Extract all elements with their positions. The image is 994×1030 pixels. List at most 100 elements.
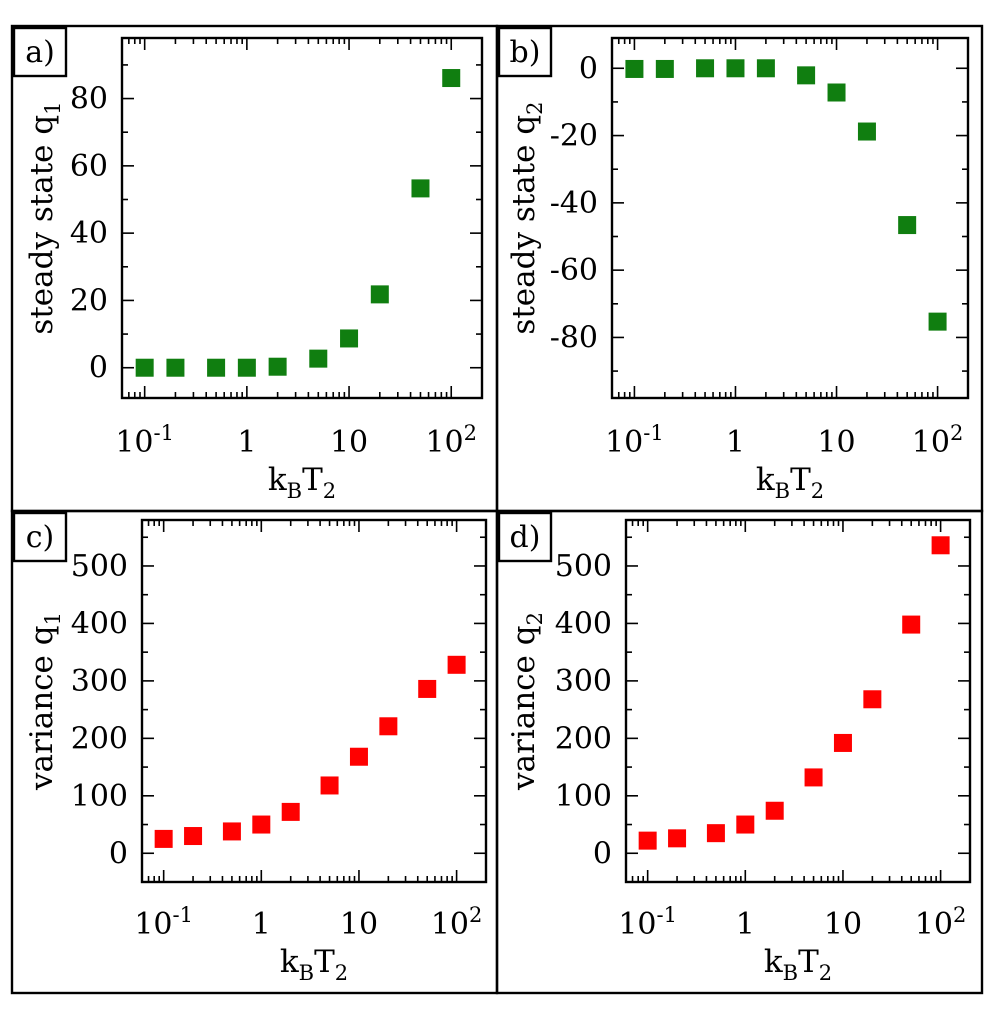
y-tick-label: 300: [71, 664, 128, 699]
y-axis-label-c: variance q1: [24, 612, 65, 791]
data-point-d-2: [706, 824, 725, 843]
panel-label-box-d: [497, 511, 553, 563]
y-tick-label: 500: [555, 549, 612, 584]
panel-c: 0 100 200 300 400 500 10-1 1 10 102 variance q1 kBT…: [12, 511, 488, 985]
plot-area-c: [140, 518, 488, 884]
x-tick-label: 10-1: [618, 903, 677, 942]
x-tick-label: 10: [824, 907, 862, 942]
data-point-b-2: [696, 59, 715, 78]
x-tick-label: 1: [726, 425, 745, 460]
data-point-b-8: [898, 216, 917, 235]
y-tick-label: 0: [89, 351, 108, 386]
y-tick-label: 400: [555, 606, 612, 641]
y-tick-label: 0: [109, 836, 128, 871]
y-tick-label: 0: [593, 836, 612, 871]
y-axis-label-b: steady state q2: [506, 101, 547, 334]
data-point-d-4: [765, 801, 784, 820]
x-tick-label: 102: [915, 903, 967, 942]
panel-label-box-c: [12, 511, 68, 563]
panel-label-box-a: [12, 26, 68, 78]
x-axis-label-c: kBT2: [280, 944, 348, 985]
data-point-c-2: [222, 822, 241, 841]
data-point-c-1: [184, 827, 203, 846]
y-tick-label: -80: [550, 320, 598, 355]
panel-d: 0 100 200 300 400 500 10-1 1 10 102 variance q2 kBT…: [497, 511, 972, 985]
y-tick-label: 300: [555, 664, 612, 699]
data-point-a-1: [166, 358, 185, 377]
y-tick-label: 100: [71, 779, 128, 814]
y-tick-label: 500: [71, 549, 128, 584]
data-point-b-4: [756, 59, 775, 78]
data-point-b-3: [726, 59, 745, 78]
x-tick-label: 10-1: [134, 903, 193, 942]
data-point-a-0: [135, 358, 154, 377]
x-tick-label: 102: [431, 903, 483, 942]
y-tick-label: -60: [550, 253, 598, 288]
data-point-d-3: [736, 815, 755, 834]
data-point-b-1: [655, 59, 674, 78]
x-tick-label: 1: [736, 907, 755, 942]
panel-label-c: c): [26, 520, 55, 555]
y-tick-label: 400: [71, 606, 128, 641]
x-tick-label: 102: [912, 421, 964, 460]
y-tick-label: 200: [71, 721, 128, 756]
x-tick-label: 10-1: [605, 421, 664, 460]
data-point-a-2: [207, 358, 226, 377]
data-point-b-7: [857, 122, 876, 141]
data-point-c-5: [320, 776, 339, 795]
data-point-b-5: [797, 66, 816, 85]
data-point-b-0: [625, 59, 644, 78]
data-point-a-5: [309, 349, 328, 368]
data-point-a-6: [340, 329, 359, 348]
data-point-c-4: [281, 802, 300, 821]
data-point-c-8: [418, 679, 437, 698]
x-tick-label: 102: [425, 421, 477, 460]
x-axis-label-a: kBT2: [268, 462, 336, 503]
data-point-c-9: [447, 655, 466, 674]
panel-label-a: a): [25, 35, 55, 70]
data-point-a-9: [442, 69, 461, 88]
data-point-a-7: [370, 285, 389, 304]
data-point-d-9: [931, 536, 950, 555]
x-axis-label-b: kBT2: [756, 462, 824, 503]
data-point-a-4: [268, 357, 287, 376]
y-tick-label: 0: [579, 51, 598, 86]
panel-label-box-b: [497, 26, 553, 78]
x-tick-label: 10: [340, 907, 378, 942]
plot-area-b: [610, 36, 970, 400]
data-point-b-6: [827, 83, 846, 102]
y-tick-label: 60: [70, 149, 108, 184]
panel-a: 0 20 40 60 80 10-1 1 10 102 steady state q1 kBT2 a): [12, 26, 484, 503]
data-point-d-0: [638, 831, 657, 850]
y-axis-label-a: steady state q1: [24, 101, 65, 334]
panel-label-d: d): [510, 520, 541, 555]
x-tick-label: 10-1: [115, 421, 174, 460]
y-axis-label-d: variance q2: [506, 612, 547, 791]
x-axis-label-d: kBT2: [764, 944, 832, 985]
y-tick-label: -40: [550, 186, 598, 221]
y-tick-label: 100: [555, 779, 612, 814]
y-tick-label: 40: [70, 216, 108, 251]
data-point-d-8: [902, 615, 921, 634]
x-tick-label: 1: [252, 907, 271, 942]
data-point-d-7: [863, 690, 882, 709]
data-point-c-3: [252, 815, 271, 834]
data-point-a-8: [411, 179, 430, 198]
data-point-c-0: [154, 829, 173, 848]
plot-area-a: [120, 36, 484, 400]
data-point-a-3: [237, 358, 256, 377]
y-tick-label: 20: [70, 283, 108, 318]
plot-area-d: [624, 518, 972, 884]
data-point-d-1: [668, 829, 687, 848]
y-tick-label: 200: [555, 721, 612, 756]
data-point-c-6: [349, 747, 368, 766]
y-tick-label: 80: [70, 82, 108, 117]
data-point-b-9: [928, 312, 947, 331]
panel-d-border: [495, 509, 984, 995]
panel-label-b: b): [510, 35, 541, 70]
data-point-d-6: [833, 733, 852, 752]
y-tick-label: -20: [550, 119, 598, 154]
data-point-d-5: [804, 768, 823, 787]
x-tick-label: 10: [330, 425, 368, 460]
